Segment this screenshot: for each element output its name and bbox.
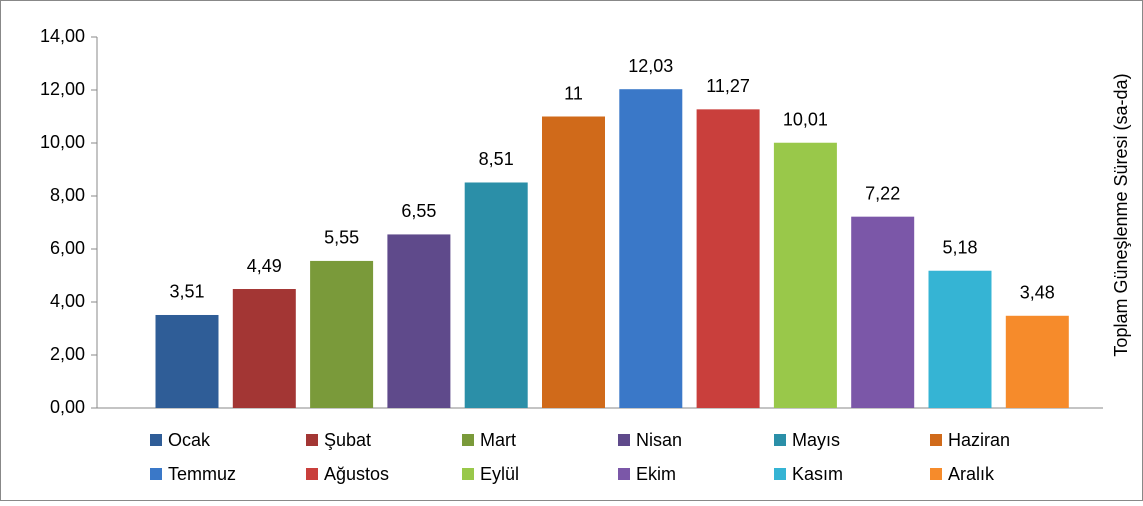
bar xyxy=(232,289,296,408)
bar xyxy=(696,109,760,408)
bar xyxy=(773,142,837,409)
value-label: 11 xyxy=(564,83,583,103)
value-label: 11,27 xyxy=(706,76,750,96)
legend-label: Ocak xyxy=(168,430,211,450)
legend-label: Mayıs xyxy=(792,430,840,450)
value-label: 7,22 xyxy=(865,183,900,203)
legend-label: Mart xyxy=(480,430,516,450)
legend-label: Ağustos xyxy=(324,464,389,484)
y-tick-label: 4,00 xyxy=(50,291,85,311)
y-tick-label: 2,00 xyxy=(50,344,85,364)
legend-swatch xyxy=(930,468,942,480)
legend-label: Haziran xyxy=(948,430,1010,450)
value-label: 12,03 xyxy=(628,56,673,76)
y-axis-label: Toplam Güneşlenme Süresi (sa-da) xyxy=(1111,73,1131,356)
legend-swatch xyxy=(774,468,786,480)
bar xyxy=(851,216,915,408)
y-tick-label: 0,00 xyxy=(50,397,85,417)
legend-label: Şubat xyxy=(324,430,371,450)
legend-swatch xyxy=(150,468,162,480)
legend-swatch xyxy=(150,434,162,446)
legend-swatch xyxy=(462,434,474,446)
y-tick-label: 12,00 xyxy=(40,79,85,99)
value-label: 5,55 xyxy=(324,228,359,248)
legend-swatch xyxy=(930,434,942,446)
bar xyxy=(928,270,992,408)
bar xyxy=(310,260,374,408)
value-label: 3,51 xyxy=(169,282,204,302)
bar xyxy=(1005,315,1069,408)
bar xyxy=(619,89,683,408)
legend-swatch xyxy=(462,468,474,480)
y-tick-label: 6,00 xyxy=(50,238,85,258)
bar xyxy=(542,116,605,408)
value-label: 8,51 xyxy=(479,149,514,169)
legend-label: Eylül xyxy=(480,464,519,484)
legend-swatch xyxy=(306,434,318,446)
bar xyxy=(387,234,451,408)
legend-swatch xyxy=(774,434,786,446)
legend-label: Nisan xyxy=(636,430,682,450)
legend-label: Aralık xyxy=(948,464,995,484)
legend-label: Ekim xyxy=(636,464,676,484)
legend-swatch xyxy=(618,434,630,446)
legend-label: Kasım xyxy=(792,464,843,484)
value-label: 3,48 xyxy=(1020,283,1055,303)
y-tick-label: 10,00 xyxy=(40,132,85,152)
value-label: 4,49 xyxy=(247,256,282,276)
value-label: 6,55 xyxy=(401,201,436,221)
legend-swatch xyxy=(618,468,630,480)
value-label: 10,01 xyxy=(783,109,828,129)
legend-label: Temmuz xyxy=(168,464,236,484)
legend-swatch xyxy=(306,468,318,480)
bar xyxy=(155,314,219,408)
y-tick-label: 8,00 xyxy=(50,185,85,205)
bar xyxy=(464,182,528,408)
value-label: 5,18 xyxy=(942,237,977,257)
y-tick-label: 14,00 xyxy=(40,26,85,46)
